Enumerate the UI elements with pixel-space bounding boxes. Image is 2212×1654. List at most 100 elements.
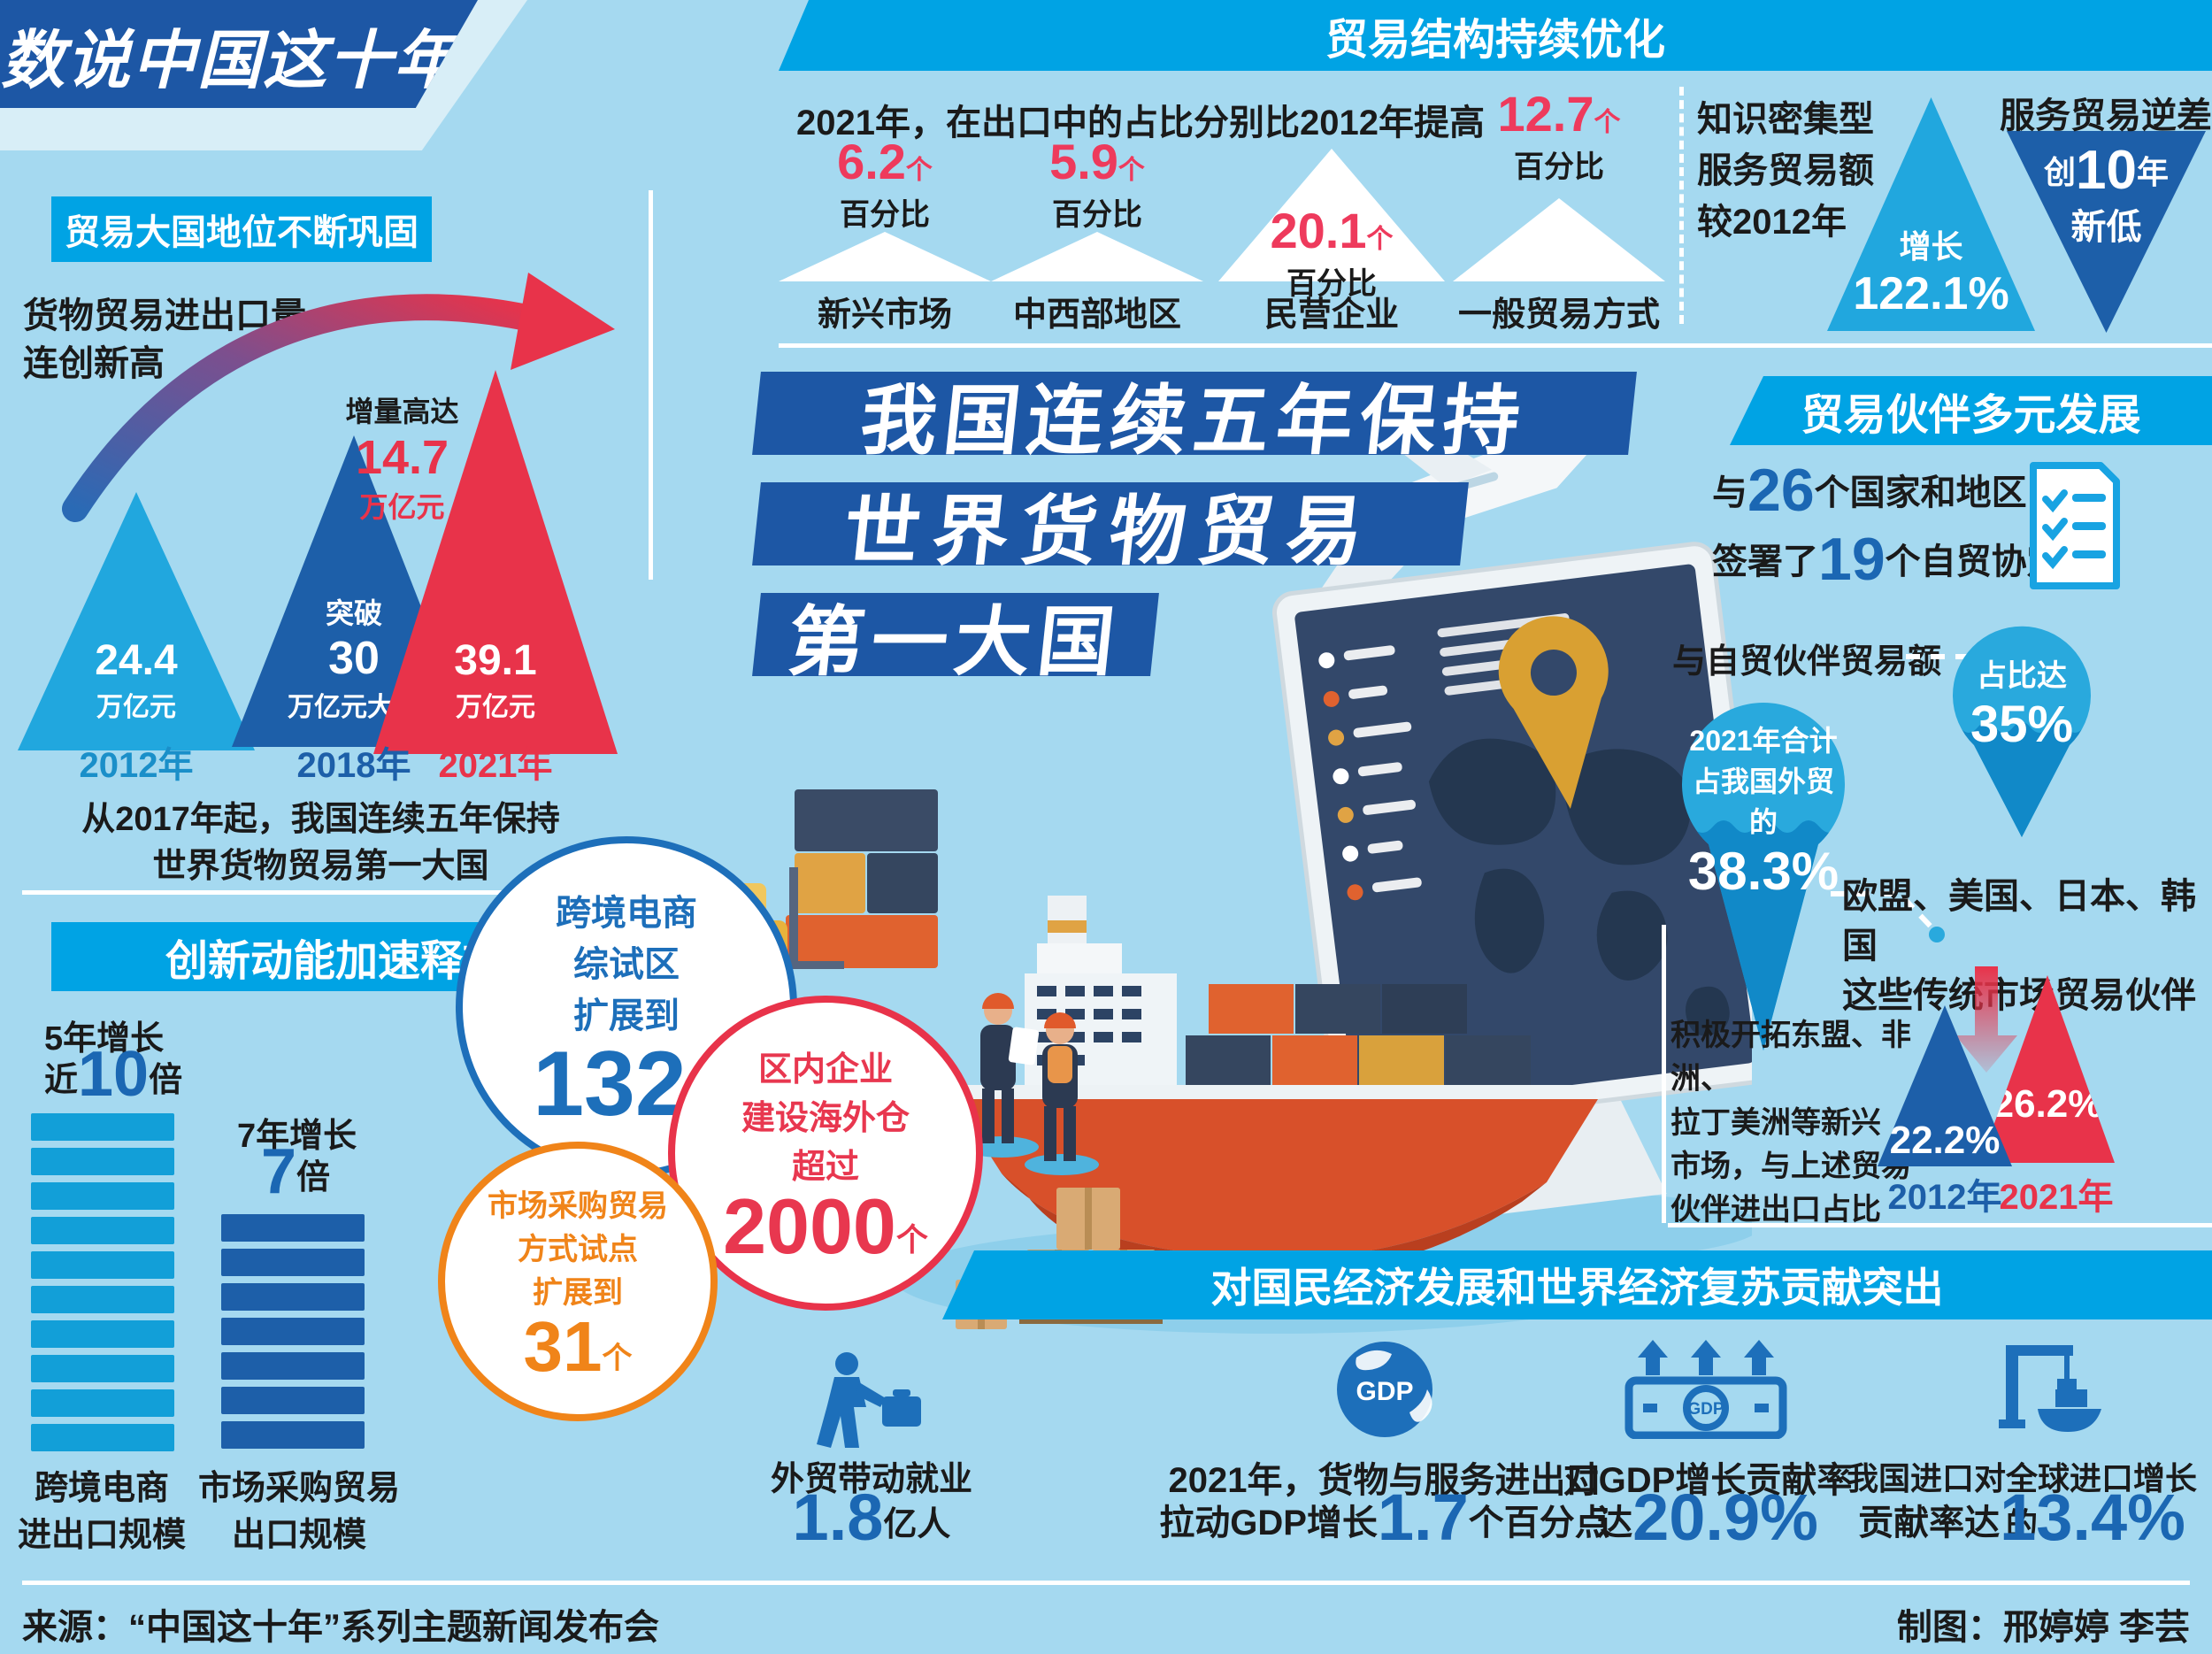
warehouse-line1: 区内企业 [757,1050,893,1089]
structure-item-3: 20.1个 百分比 [1225,202,1438,303]
year-2018: 2018年 [296,746,411,785]
divider-top-middle [779,343,2212,348]
structure-label-1: 新兴市场 [779,287,991,335]
item3-unit: 百分比 [1286,267,1377,301]
gdp-rate-line1: 对GDP增长贡献率 [1478,1451,1938,1503]
employment-value: 1.8 [792,1481,884,1554]
volume-label: 与自贸伙伴贸易额 [1672,643,1942,681]
import-rate-value: 13.4% [2000,1481,2185,1554]
ecommerce-bar-stack [31,1113,174,1458]
import-rate-line1-text: 我国进口对全球进口增长的 [1846,1460,2197,1542]
gdp-pull-line1-text: 2021年，货物与服务进出口 [1168,1461,1601,1500]
headline-bar-1: 我国连续五年保持 [752,372,1637,464]
pictogram-bar [221,1387,365,1414]
emerging-2021-value: 26.2% [1992,1082,2103,1126]
note-line1: 从2017年起，我国连续五年保持 [81,801,560,838]
increment-callout: 增量高达 14.7 万亿元 [329,389,475,526]
import-rate-value-row: 贡献率达 13.4% [1832,1485,2212,1550]
divider-left [22,890,634,895]
deficit-title-label: 服务贸易逆差 [2000,96,2212,135]
pictogram-bar [31,1148,174,1175]
innovation-left-multiple: 近 10 倍 [44,1042,182,1106]
emerging-2021-year: 2021年 [1999,1178,2114,1217]
import-rate-pre: 贡献率达 [1858,1504,2001,1542]
structure-header-label: 贸易结构持续优化 [1325,17,1665,64]
worker-briefcase-icon [817,1352,921,1448]
title-banner: 数说中国这十年 [0,0,478,108]
emerging-year-2012: 2012年 [1878,1168,2012,1219]
trade-power-note: 从2017年起，我国连续五年保持 世界货物贸易第一大国 [49,796,593,890]
procurement-value: 31 [523,1306,603,1386]
structure-item-4: 12.7个 百分比 [1453,85,1665,186]
structure-triangle-2 [991,232,1203,281]
item3-suffix: 个 [1366,225,1394,254]
pictogram-bar [221,1214,365,1242]
procurement-line1: 市场采购贸易 [488,1189,668,1223]
procurement-line3: 扩展到 [533,1275,623,1310]
structure-label-3: 民营企业 [1218,287,1445,335]
gdp-rate-pre: 达 [1597,1504,1633,1542]
headline-bar-3: 第一大国 [752,593,1159,685]
emerging-2012-value: 22.2% [1889,1119,2001,1162]
drop-large-line1: 2021年合计 [1689,725,1838,757]
knowledge-line3: 较2012年 [1697,203,1847,242]
partners-header: 贸易伙伴多元发展 [1730,376,2212,445]
procurement-bubble: 市场采购贸易 方式试点 扩展到 31 个 [438,1142,718,1421]
pictogram-bar [31,1389,174,1417]
fta-post1: 个国家和地区 [1814,473,2027,512]
container-ship-icon [954,896,1598,1277]
procurement-line2: 方式试点 [518,1232,638,1266]
footer-divider [22,1581,2190,1585]
gdp-rate-value: 20.9% [1632,1481,1818,1554]
item4-suffix: 个 [1594,108,1621,137]
growth-label: 增长 [1899,228,1963,265]
note-line2: 世界货物贸易第一大国 [152,848,489,886]
innovation-right-multiple: 7 倍 [261,1140,330,1204]
left-bar-label1: 跨境电商 [34,1470,169,1507]
emerging-2012-year: 2012年 [1887,1178,2002,1217]
deficit-triangle: 创 10 年 新低 [2007,131,2206,333]
contribution-header-label: 对国民经济发展和世界经济复苏贡献突出 [1210,1265,1944,1311]
structure-intro-label: 2021年，在出口中的占比分别比2012年提高 [796,104,1485,142]
fta-pre1: 与 [1712,473,1747,512]
gdp-banknote-arrows-icon: GDP [1624,1340,1787,1439]
procurement-bar-stack [221,1214,365,1456]
headline-line1: 我国连续五年保持 [856,378,1532,464]
drop-pin-small-icon [1952,626,2091,838]
structure-label-4: 一般贸易方式 [1442,287,1676,335]
structure-triangle-4 [1453,198,1665,281]
employment-value-row: 1.8 亿人 [717,1485,1026,1550]
gdp-pull-suffix: 个百分点 [1468,1504,1610,1542]
emerging-line1: 积极开拓东盟、非洲、 [1671,1019,1911,1096]
fta-pre2: 签署了 [1712,542,1818,581]
gdp-globe-icon: GDP [1337,1342,1432,1437]
year-label-2021: 2021年 [373,736,618,788]
growth-value: 122.1% [1853,268,2009,319]
credit-text: 制图：邢婷婷 李芸 [1896,1608,2190,1647]
deficit-pre: 创 [2044,154,2077,190]
item2-unit: 百分比 [1052,198,1142,232]
employment-label-text: 外贸带动就业 [770,1461,972,1498]
traditional-line2: 这些传统市场贸易伙伴 [1842,976,2196,1015]
trade-power-intro-line2: 连创新高 [23,344,165,383]
year-label-2012: 2012年 [18,736,255,788]
ecommerce-value: 132 [533,1033,687,1135]
traditional-markets-text: 欧盟、美国、日本、韩国 这些传统市场贸易伙伴 [1842,872,2212,1020]
warehouse-suffix: 个 [895,1220,928,1258]
year-2021: 2021年 [438,746,553,785]
divider-vertical-left [649,190,653,580]
gdp-pull-line1: 2021年，货物与服务进出口 [1097,1451,1672,1503]
left-multiple-value: 10 [78,1039,150,1110]
left-multiple-suffix: 倍 [149,1062,183,1099]
drop-small-label: 占比达 [1977,659,2067,693]
triangle-2018-prefix: 突破 [325,597,382,629]
import-rate-line1: 我国进口对全球进口增长的 [1832,1453,2212,1545]
triangle-2021-value: 39.1 [454,637,537,684]
item1-value: 6.2 [837,134,906,189]
structure-triangle-1 [779,232,991,281]
item4-unit: 百分比 [1514,150,1604,184]
port-crane-ship-icon [1999,1345,2101,1432]
divider-vertical-right [1662,925,1666,1223]
svg-text:GDP: GDP [1687,1400,1724,1419]
